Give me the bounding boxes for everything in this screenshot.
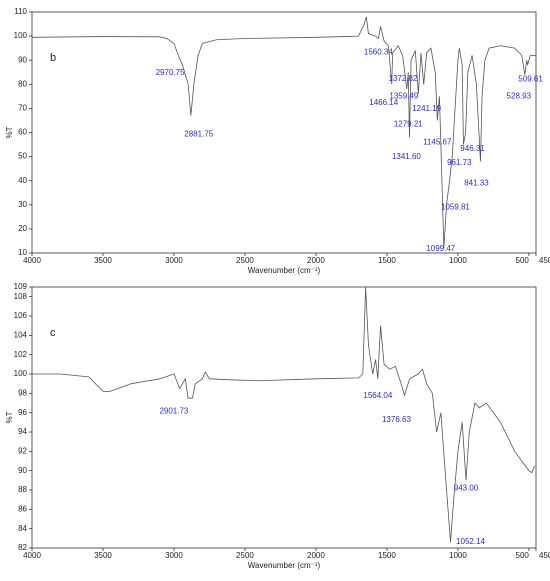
y-tick-label: 108 [14, 292, 28, 301]
plot-frame [31, 11, 537, 254]
x-tick-label: 500 [516, 256, 530, 265]
x-tick-label: 2500 [236, 551, 254, 560]
peak-label: 1341.60 [392, 152, 421, 161]
x-tick-label: 450 [539, 256, 550, 265]
x-tick-label: 1000 [449, 256, 467, 265]
panel-label: b [50, 52, 56, 64]
spectrum-line [31, 16, 536, 249]
y-tick-label: 104 [14, 330, 28, 339]
x-tick-label: 1500 [378, 551, 396, 560]
panel-label: c [50, 327, 56, 339]
x-tick-label: 2500 [236, 256, 254, 265]
peak-label: 943.00 [454, 483, 479, 492]
peak-label: 1372.82 [389, 74, 418, 83]
x-tick-label: 4000 [23, 256, 41, 265]
y-tick-label: 92 [18, 446, 27, 455]
peak-label: 528.93 [507, 92, 532, 101]
plot-frame [31, 286, 537, 549]
peak-label: 1241.19 [412, 104, 441, 113]
peak-label: 2970.75 [156, 68, 185, 77]
peak-label: 1145.67 [423, 137, 452, 146]
peak-label: 509.61 [518, 75, 543, 84]
x-tick-label: 3500 [94, 551, 112, 560]
peak-label: 961.73 [447, 158, 472, 167]
y-tick-label: 110 [14, 7, 27, 16]
y-tick-label: 40 [18, 176, 27, 185]
y-tick-label: 30 [18, 200, 27, 209]
x-tick-label: 3500 [94, 256, 112, 265]
y-tick-label: 20 [18, 224, 27, 233]
y-tick-label: 10 [18, 248, 27, 257]
peak-label: 841.33 [464, 179, 489, 188]
peak-label: 2881.75 [184, 130, 213, 139]
peak-label: 1279.21 [394, 120, 423, 129]
x-tick-label: 1000 [449, 551, 467, 560]
x-tick-label: 1500 [378, 256, 396, 265]
peak-label: 1059.81 [441, 203, 470, 212]
y-tick-label: 98 [18, 388, 27, 397]
peak-label: 1376.63 [382, 415, 411, 424]
x-tick-label: 3000 [165, 551, 183, 560]
peak-label: 1466.14 [369, 98, 398, 107]
y-tick-label: 88 [18, 485, 27, 494]
x-tick-label: 500 [516, 551, 530, 560]
peak-label: 1099.47 [426, 244, 455, 253]
y-tick-label: 100 [14, 31, 28, 40]
peak-label: 1052.14 [456, 537, 485, 546]
y-tick-label: 90 [18, 466, 27, 475]
y-axis-label: %T [5, 126, 14, 138]
y-tick-label: 84 [18, 524, 27, 533]
x-tick-label: 3000 [165, 256, 183, 265]
y-tick-label: 70 [18, 104, 27, 113]
y-axis-label: %T [5, 411, 14, 423]
y-tick-label: 82 [18, 543, 27, 552]
y-tick-label: 94 [18, 427, 27, 436]
spectrum-line [32, 286, 535, 543]
y-tick-label: 109 [14, 282, 28, 291]
x-tick-label: 4000 [23, 551, 41, 560]
peak-label: 1359.49 [389, 91, 418, 100]
y-tick-label: 100 [14, 369, 28, 378]
y-tick-label: 106 [14, 311, 28, 320]
y-tick-label: 80 [18, 79, 27, 88]
peak-label: 946.31 [460, 144, 485, 153]
y-tick-label: 96 [18, 408, 27, 417]
x-axis-label: Wavenumber (cm⁻¹) [248, 561, 321, 570]
x-tick-label: 2000 [307, 551, 325, 560]
peak-label: 2901.73 [159, 407, 188, 416]
y-tick-label: 60 [18, 128, 27, 137]
y-tick-label: 50 [18, 152, 27, 161]
peak-label: 1564.04 [363, 391, 392, 400]
y-tick-label: 86 [18, 504, 27, 513]
x-tick-label: 2000 [307, 256, 325, 265]
y-tick-label: 102 [14, 350, 28, 359]
peak-label: 1560.34 [364, 48, 393, 57]
x-axis-label: Wavenumber (cm⁻¹) [248, 266, 321, 275]
y-tick-label: 90 [18, 55, 27, 64]
x-tick-label: 450 [539, 551, 550, 560]
